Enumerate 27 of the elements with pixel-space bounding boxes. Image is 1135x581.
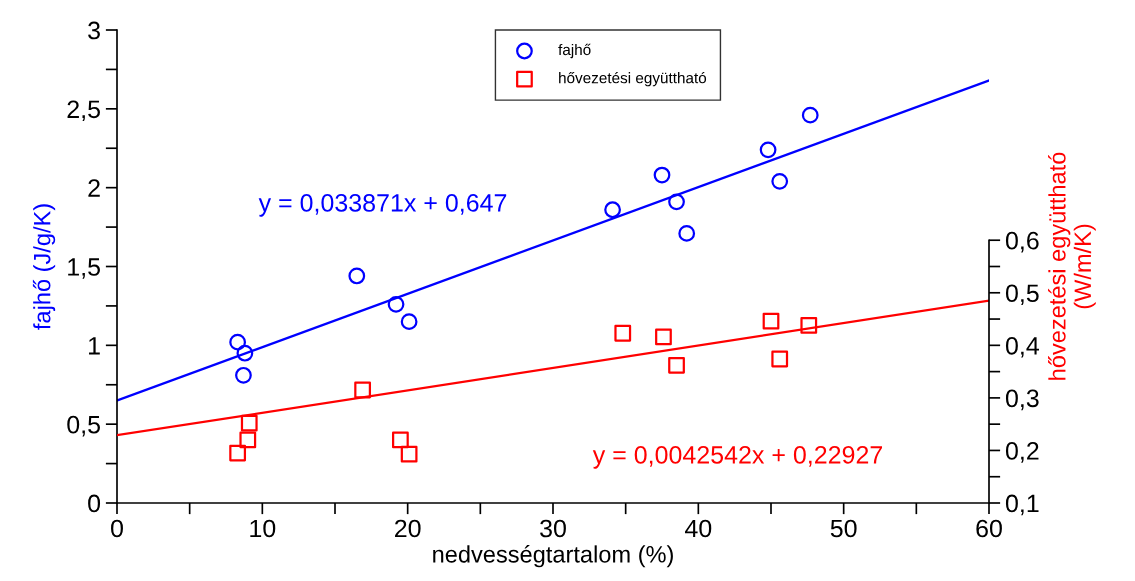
x-tick-label: 60 (976, 519, 1002, 538)
y-tick-label: 2 (88, 179, 100, 197)
annotation: y = 0,033871x + 0,647 (258, 194, 507, 217)
x-tick-label: 40 (685, 519, 712, 538)
x-tick-label: 0 (111, 519, 123, 538)
y-tick-label: 0,5 (67, 415, 100, 437)
x-tick-label: 30 (540, 519, 566, 538)
annotation: y = 0,0042542x + 0,22927 (592, 446, 883, 469)
x-tick-label: 10 (250, 519, 276, 538)
y-tick-label: 0 (88, 494, 101, 513)
y2-tick-label: 0,4 (1005, 336, 1039, 358)
y2-axis-title: hővezetési együttható (W/m/K) (1048, 152, 1096, 380)
y2-tick-label: 0,3 (1005, 389, 1039, 411)
y-axis-title: fajhő (J/g/K) (32, 204, 56, 330)
y2-tick-label: 0,1 (1005, 494, 1039, 516)
legend-label: fajhő (558, 43, 591, 59)
y-tick-label: 2,5 (67, 100, 100, 122)
y-tick-label: 3 (88, 21, 100, 40)
x-tick-label: 20 (395, 519, 421, 538)
y2-tick-label: 0,5 (1005, 284, 1039, 306)
x-axis-title: nedvességtartalom (%) (433, 545, 673, 568)
y-tick-label: 1,5 (68, 258, 100, 279)
y2-tick-label: 0,6 (1005, 231, 1039, 253)
y2-tick-label: 0,2 (1005, 442, 1039, 463)
y-tick-label: 1 (89, 337, 100, 355)
x-tick-label: 50 (830, 519, 857, 538)
legend-label: hővezetési együttható (559, 71, 707, 87)
